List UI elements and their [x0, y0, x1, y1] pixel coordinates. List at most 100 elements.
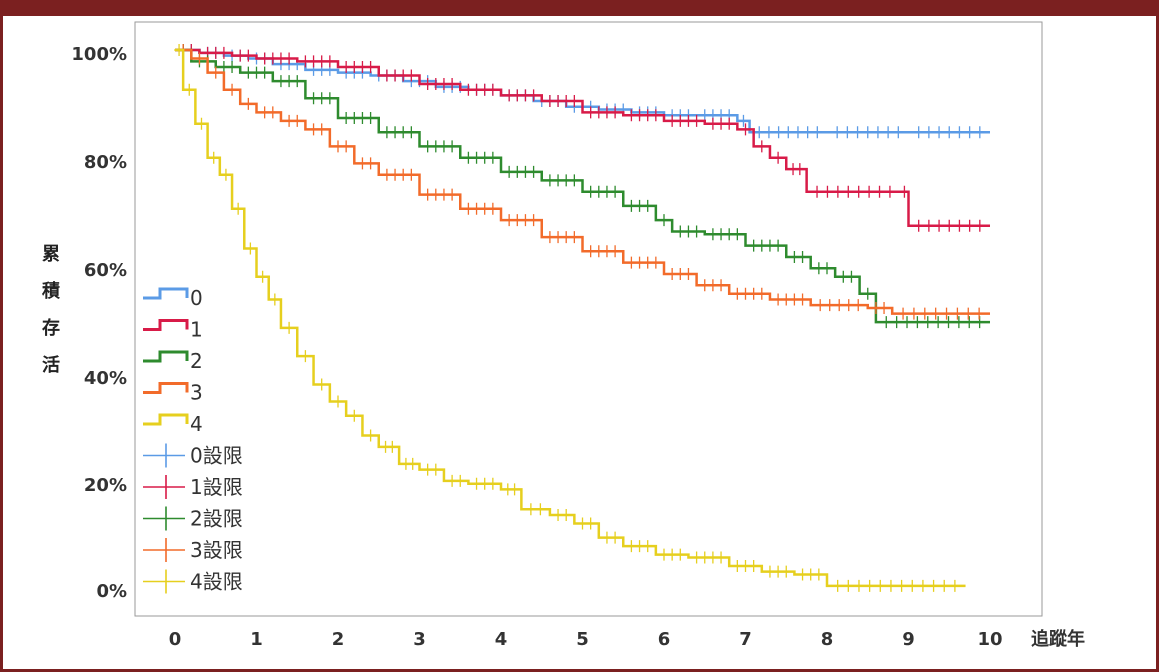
frame-right-border — [1156, 0, 1159, 672]
series-1-censor-mark — [794, 163, 805, 176]
series-1-censor-mark — [853, 185, 864, 198]
series-1-censor-mark — [944, 219, 955, 232]
series-4-censor-mark — [269, 293, 280, 306]
series-4-censor-mark — [781, 565, 792, 578]
series-3-censor-mark — [843, 299, 854, 312]
series-2-censor-mark — [406, 126, 417, 139]
series-1-censor-mark — [740, 123, 751, 136]
series-1-censor-mark — [610, 106, 621, 119]
series-0-censor-mark — [974, 126, 985, 139]
y-tick-label: 80% — [84, 152, 127, 173]
series-2-censor-mark — [922, 316, 933, 329]
series-2-censor-mark — [447, 140, 458, 153]
series-3-censor-mark — [879, 301, 890, 314]
y-axis-label-char-4: 活 — [42, 354, 60, 376]
series-2-censor-mark — [862, 287, 873, 300]
series-3-censor-mark — [930, 307, 941, 320]
series-1-censor-mark — [923, 219, 934, 232]
legend-censor-4 — [143, 569, 185, 594]
series-3-censor-mark — [756, 287, 767, 300]
series-3-line — [175, 48, 990, 315]
series-4-censor-mark — [300, 350, 311, 363]
series-2-censor-mark — [292, 75, 303, 88]
series-1-censor-mark — [899, 185, 910, 198]
series-2-censor-mark — [365, 112, 376, 125]
series-4-censor-mark — [853, 579, 864, 592]
series-0-censor-mark — [893, 126, 904, 139]
plot-area-border — [134, 21, 1043, 617]
series-4-censor-mark — [939, 579, 950, 592]
series-0-censor-mark — [934, 126, 945, 139]
series-4-censor-mark — [832, 579, 843, 592]
legend-censor-label-3: 3設限 — [190, 538, 243, 562]
series-0-censor-mark — [842, 126, 853, 139]
legend-censor-0 — [143, 443, 185, 468]
series-3-censor-mark — [341, 140, 352, 153]
series-1-censor-mark — [864, 185, 875, 198]
legend-line-2 — [143, 350, 189, 363]
series-1-censor-mark — [843, 185, 854, 198]
series-4-censor-mark — [885, 579, 896, 592]
legend-censor-label-0: 0設限 — [190, 444, 243, 468]
series-2-censor-mark — [912, 316, 923, 329]
series-3-censor-mark — [227, 83, 238, 96]
y-tick-label: 40% — [84, 368, 127, 389]
series-4-censor-mark — [642, 540, 653, 553]
legend-censor-label-4: 4設限 — [190, 570, 243, 594]
y-axis-label-char-2: 積 — [41, 280, 61, 302]
legend: 0 1 2 3 4 0設限 1設限 2設限 3設限 4設限 — [143, 286, 243, 594]
series-0-censor-mark — [872, 126, 883, 139]
y-tick-labels: 0% 20% 40% 60% 80% 100% — [71, 44, 127, 602]
x-tick-label: 7 — [739, 629, 752, 650]
series-1-censor-mark — [884, 185, 895, 198]
series-1-censor-mark — [284, 52, 295, 65]
x-tick-label: 1 — [250, 629, 263, 650]
series-2-censor-mark — [891, 316, 902, 329]
series-0-censor-mark — [862, 126, 873, 139]
series-4-censor-mark — [896, 579, 907, 592]
x-tick-label: 8 — [821, 629, 834, 650]
series-1-line — [175, 48, 990, 228]
series-4-censor-mark — [610, 531, 621, 544]
series-4-censor-mark — [184, 83, 195, 96]
series-1-censor-mark — [447, 78, 458, 91]
series-2-censor-mark — [569, 174, 580, 187]
series-4-censor-mark — [535, 503, 546, 516]
series-1-censor-mark — [724, 117, 735, 130]
series-1-censor-mark — [832, 185, 843, 198]
series-3-censor-mark — [898, 307, 909, 320]
series-4-censor-mark — [196, 117, 207, 130]
x-axis-label: 追蹤年 — [1031, 628, 1085, 650]
legend-label-4: 4 — [190, 412, 203, 436]
series-0-censor-mark — [944, 126, 955, 139]
series-4-censor-mark — [525, 503, 536, 516]
legend-censor-1 — [143, 475, 185, 499]
series-4-censor-mark — [245, 242, 256, 255]
series-0-censor-mark — [913, 126, 924, 139]
series-1-censor-mark — [691, 114, 702, 127]
series-3-censor-mark — [853, 299, 864, 312]
series-4-censor-mark — [257, 270, 268, 283]
series-4-censor-mark — [316, 378, 327, 391]
series-4-censor-mark — [174, 44, 185, 56]
series-1-censor-mark — [218, 46, 229, 59]
series-1-censor-mark — [487, 83, 498, 96]
series-1-censor-mark — [934, 219, 945, 232]
legend-label-2: 2 — [190, 349, 203, 373]
series-3-censor-mark — [487, 202, 498, 215]
x-tick-label: 4 — [495, 629, 508, 650]
series-layer — [174, 44, 990, 592]
series-3-censor-mark — [797, 293, 808, 306]
series-4-censor-mark — [407, 457, 418, 470]
series-1-censor-mark — [365, 61, 376, 74]
legend-censor-label-2: 2設限 — [190, 507, 243, 531]
y-tick-label: 0% — [96, 581, 127, 602]
series-1-censor-mark — [954, 219, 965, 232]
series-3-censor-mark — [650, 256, 661, 269]
legend-censor-3 — [143, 538, 185, 562]
series-2-censor-mark — [487, 151, 498, 164]
series-3-censor-mark — [365, 157, 376, 170]
series-1-censor-mark — [756, 140, 767, 153]
series-3-censor-mark — [974, 307, 985, 320]
series-4-censor-mark — [917, 579, 928, 592]
